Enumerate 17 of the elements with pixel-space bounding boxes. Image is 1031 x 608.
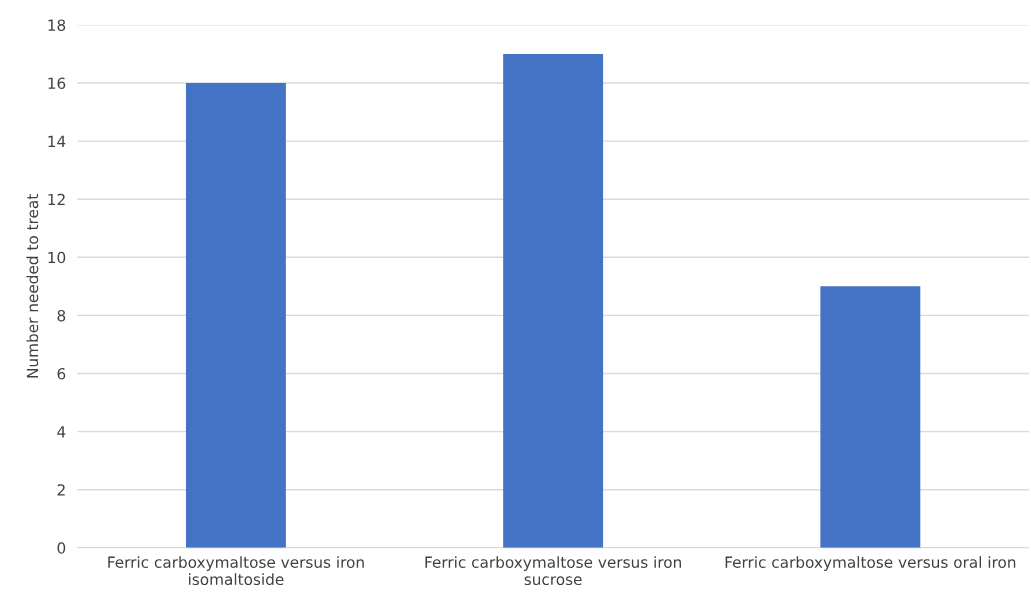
y-tick-label: 14 (48, 135, 66, 147)
y-tick-label: 2 (57, 484, 65, 496)
y-tick-label: 4 (57, 426, 66, 438)
y-axis-title: Number needed to treat (26, 194, 39, 378)
bar (503, 53, 604, 548)
y-tick-label: 0 (57, 542, 66, 554)
x-tick-label: Ferric carboxymaltose versus iron isomaltoside (108, 556, 364, 586)
y-tick-label: 8 (57, 309, 66, 322)
x-tick-label: Ferric carboxymaltose versus iron sucrose (425, 556, 681, 586)
y-tick-label: 16 (48, 77, 66, 90)
y-tick-label: 18 (48, 19, 66, 31)
y-tick-label: 12 (48, 193, 65, 206)
y-tick-label: 10 (48, 251, 66, 264)
y-tick-label: 6 (57, 367, 66, 380)
bar (820, 286, 921, 548)
x-tick-label: Ferric carboxymaltose versus oral iron (725, 556, 1016, 571)
bar (185, 83, 286, 548)
